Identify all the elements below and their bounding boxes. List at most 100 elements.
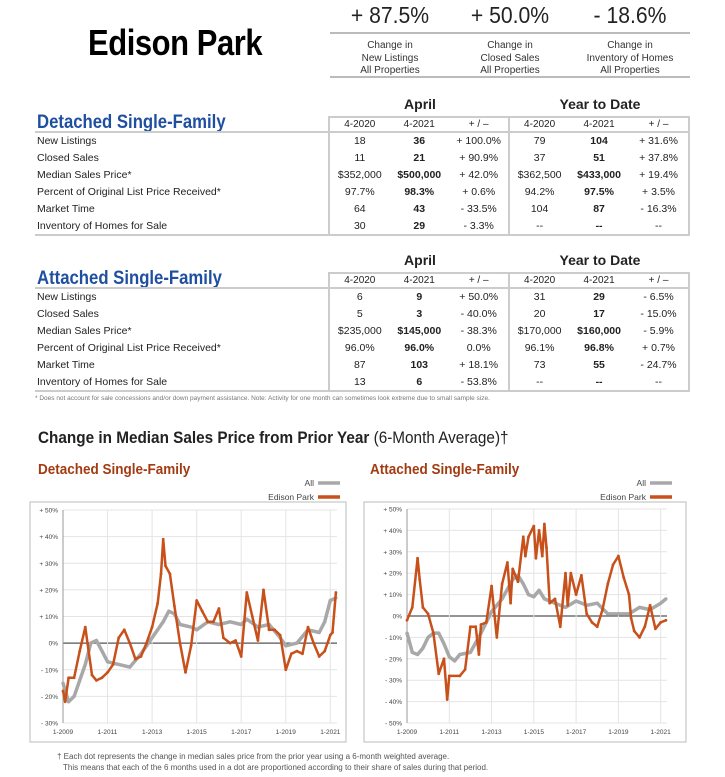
data-point: [458, 674, 462, 678]
data-point: [239, 622, 243, 627]
stat-line1: Change in: [487, 40, 533, 51]
cell: 5: [328, 305, 390, 323]
data-point: [495, 636, 499, 639]
cell: 43: [413, 203, 426, 216]
column-header: 4-2020: [328, 272, 390, 288]
data-point: [659, 621, 663, 624]
column-header: 4-2021: [569, 272, 630, 288]
chart-title-detached: Detached Single-Family: [38, 461, 191, 478]
series-line-all: [405, 573, 668, 663]
stat-value: - 18.6%: [593, 2, 667, 28]
section-name: Detached Single-Family: [37, 112, 226, 133]
row-label: Market Time: [37, 359, 95, 372]
cell: 103: [410, 359, 429, 372]
data-point: [63, 700, 67, 704]
row-label: Closed Sales: [37, 151, 99, 164]
row-label: Inventory of Homes for Sale: [35, 217, 330, 237]
cell: 87: [593, 203, 605, 216]
data-point: [211, 620, 215, 624]
group-ytd: Year to Date: [559, 96, 641, 112]
group-month: April: [404, 96, 436, 112]
data-point: [447, 674, 451, 678]
data-point: [150, 625, 154, 629]
data-point: [585, 612, 589, 616]
data-point: [405, 631, 409, 635]
column-header: 4-2021: [569, 116, 630, 132]
column-header: + / –: [449, 116, 510, 132]
data-point: [418, 578, 422, 582]
cell: + 18.1%: [459, 359, 499, 372]
data-point: [540, 554, 544, 558]
cell: $362,500: [508, 166, 570, 184]
data-point: [67, 676, 70, 680]
cell: 55: [593, 359, 605, 372]
cell: --: [569, 373, 630, 393]
table-row: Percent of Original List Price Received*…: [35, 339, 690, 357]
cell: 6: [328, 288, 390, 306]
row-label: Median Sales Price*: [37, 324, 132, 337]
data-point: [273, 628, 277, 632]
x-tick-label: 1-2017: [566, 729, 587, 736]
y-tick-label: + 40%: [383, 528, 402, 535]
row-label: New Listings: [37, 291, 97, 304]
cell: 9: [416, 291, 423, 304]
data-point: [334, 591, 338, 594]
data-point: [284, 668, 288, 672]
cell: 96.1%: [508, 339, 570, 357]
data-point: [200, 609, 204, 613]
data-point: [534, 556, 538, 560]
data-point: [566, 603, 570, 607]
data-point: [664, 618, 668, 622]
row-label: Median Sales Price*: [37, 168, 132, 181]
data-point: [184, 671, 187, 674]
data-point: [479, 623, 483, 626]
cell: 64: [328, 200, 390, 218]
data-point: [648, 603, 652, 607]
cell: + 0.6%: [462, 186, 496, 199]
series-line-all: [61, 596, 337, 704]
row-label: Inventory of Homes for Sale: [35, 373, 330, 393]
stat-new-listings: + 87.5% Change in New Listings All Propert…: [330, 0, 450, 78]
data-point: [558, 625, 562, 629]
data-point: [489, 610, 494, 614]
table-row: Median Sales Price* $235,000 $145,000 - 38.…: [35, 322, 690, 340]
data-point: [161, 537, 165, 541]
data-point: [168, 572, 172, 576]
data-point: [317, 655, 321, 658]
data-point: [195, 599, 199, 602]
cell: 104: [590, 135, 608, 148]
data-point: [527, 535, 530, 539]
cell: $145,000: [397, 324, 442, 337]
bottom-note-line2: This means that each of the 6 months use…: [63, 763, 489, 772]
bottom-note: † Each dot represents the change in medi…: [57, 751, 488, 773]
data-point: [133, 657, 137, 661]
data-point: [317, 630, 321, 635]
data-point: [426, 612, 430, 616]
data-point: [506, 561, 509, 564]
group-ytd: Year to Date: [559, 252, 641, 268]
data-point: [601, 608, 604, 611]
data-point: [474, 625, 478, 629]
data-point: [72, 676, 76, 680]
legend-label: Edison Park: [268, 492, 315, 502]
stats-table: 4-2020 4-2021 + / –4-2020 4-2021 + / – New Li…: [35, 116, 690, 237]
data-point: [511, 567, 515, 571]
cell: - 40.0%: [460, 307, 497, 320]
column-header: 4-2021: [389, 272, 450, 288]
data-point: [150, 636, 154, 640]
table-row: Closed Sales 5 3 - 40.0% 20 17 - 15.0%: [35, 305, 690, 323]
data-point: [537, 529, 541, 532]
cell: 11: [328, 149, 390, 167]
data-point: [463, 668, 467, 671]
data-point: [289, 652, 293, 656]
data-point: [301, 652, 304, 656]
x-tick-label: 1-2011: [98, 729, 118, 736]
chart-heading-suffix: (6-Month Average)†: [373, 428, 509, 447]
stat-line1: Change in: [367, 40, 413, 51]
row-label: Market Time: [37, 203, 95, 216]
data-point: [445, 698, 449, 701]
y-tick-label: 0%: [393, 614, 403, 621]
data-point: [616, 612, 620, 616]
data-point: [94, 638, 99, 643]
y-tick-label: - 20%: [41, 694, 58, 701]
